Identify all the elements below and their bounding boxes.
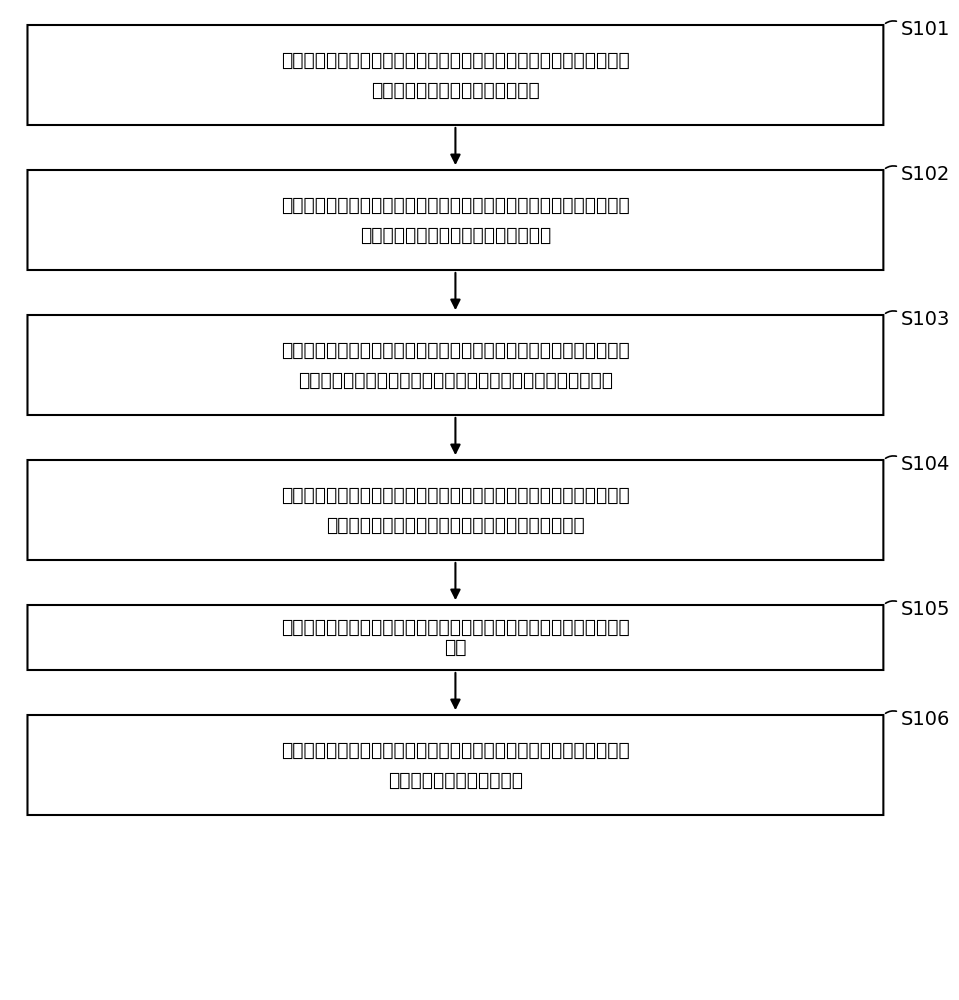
Text: S106: S106 bbox=[901, 710, 950, 729]
Text: S102: S102 bbox=[901, 165, 950, 184]
Text: 根据每一等份的油纸绝缘系统的第二空间电荷密度曲线对应的关系式，: 根据每一等份的油纸绝缘系统的第二空间电荷密度曲线对应的关系式， bbox=[281, 486, 630, 504]
Text: S101: S101 bbox=[901, 20, 950, 39]
Text: 所述多个预设时刻的平均空间电荷密度: 所述多个预设时刻的平均空间电荷密度 bbox=[360, 226, 551, 244]
Text: S104: S104 bbox=[901, 455, 950, 474]
FancyBboxPatch shape bbox=[28, 315, 883, 415]
FancyBboxPatch shape bbox=[28, 605, 883, 670]
FancyBboxPatch shape bbox=[28, 715, 883, 815]
Text: S105: S105 bbox=[901, 600, 950, 619]
FancyBboxPatch shape bbox=[28, 460, 883, 560]
FancyBboxPatch shape bbox=[28, 25, 883, 125]
Text: 计算每一等份的油纸绝缘系统的空间电荷的电场强度: 计算每一等份的油纸绝缘系统的空间电荷的电场强度 bbox=[326, 516, 585, 534]
FancyBboxPatch shape bbox=[28, 170, 883, 270]
Text: 的第二空间电荷密度曲线，确定第二空间电荷密度对应的关系式: 的第二空间电荷密度曲线，确定第二空间电荷密度对应的关系式 bbox=[298, 370, 613, 389]
Text: 根据所述空间电荷的电场强度和外加电源施加的电场强度，计算每一等: 根据所述空间电荷的电场强度和外加电源施加的电场强度，计算每一等 bbox=[281, 740, 630, 760]
Text: 将油纸绝缘系统划分为若干等分，获取每一等份的油纸绝缘系统在多个: 将油纸绝缘系统划分为若干等分，获取每一等份的油纸绝缘系统在多个 bbox=[281, 50, 630, 70]
Text: 利用麦克斯韦公式计算外加电源对每一等份的油纸绝缘系统施加的电场: 利用麦克斯韦公式计算外加电源对每一等份的油纸绝缘系统施加的电场 bbox=[281, 618, 630, 637]
Text: 根据所述第一空间电荷密度分布曲线，计算每一等份的油纸绝缘系统在: 根据所述第一空间电荷密度分布曲线，计算每一等份的油纸绝缘系统在 bbox=[281, 196, 630, 215]
Text: S103: S103 bbox=[901, 310, 950, 329]
Text: 份油纸绝缘系统的电场强度: 份油纸绝缘系统的电场强度 bbox=[388, 770, 523, 790]
Text: 预设时刻的第一空间电荷密度曲线: 预设时刻的第一空间电荷密度曲线 bbox=[371, 81, 540, 100]
Text: 强度: 强度 bbox=[444, 638, 467, 657]
Text: 根据多个预设时间的平均空间电荷密度，构造每一等份的油纸绝缘系统: 根据多个预设时间的平均空间电荷密度，构造每一等份的油纸绝缘系统 bbox=[281, 340, 630, 360]
